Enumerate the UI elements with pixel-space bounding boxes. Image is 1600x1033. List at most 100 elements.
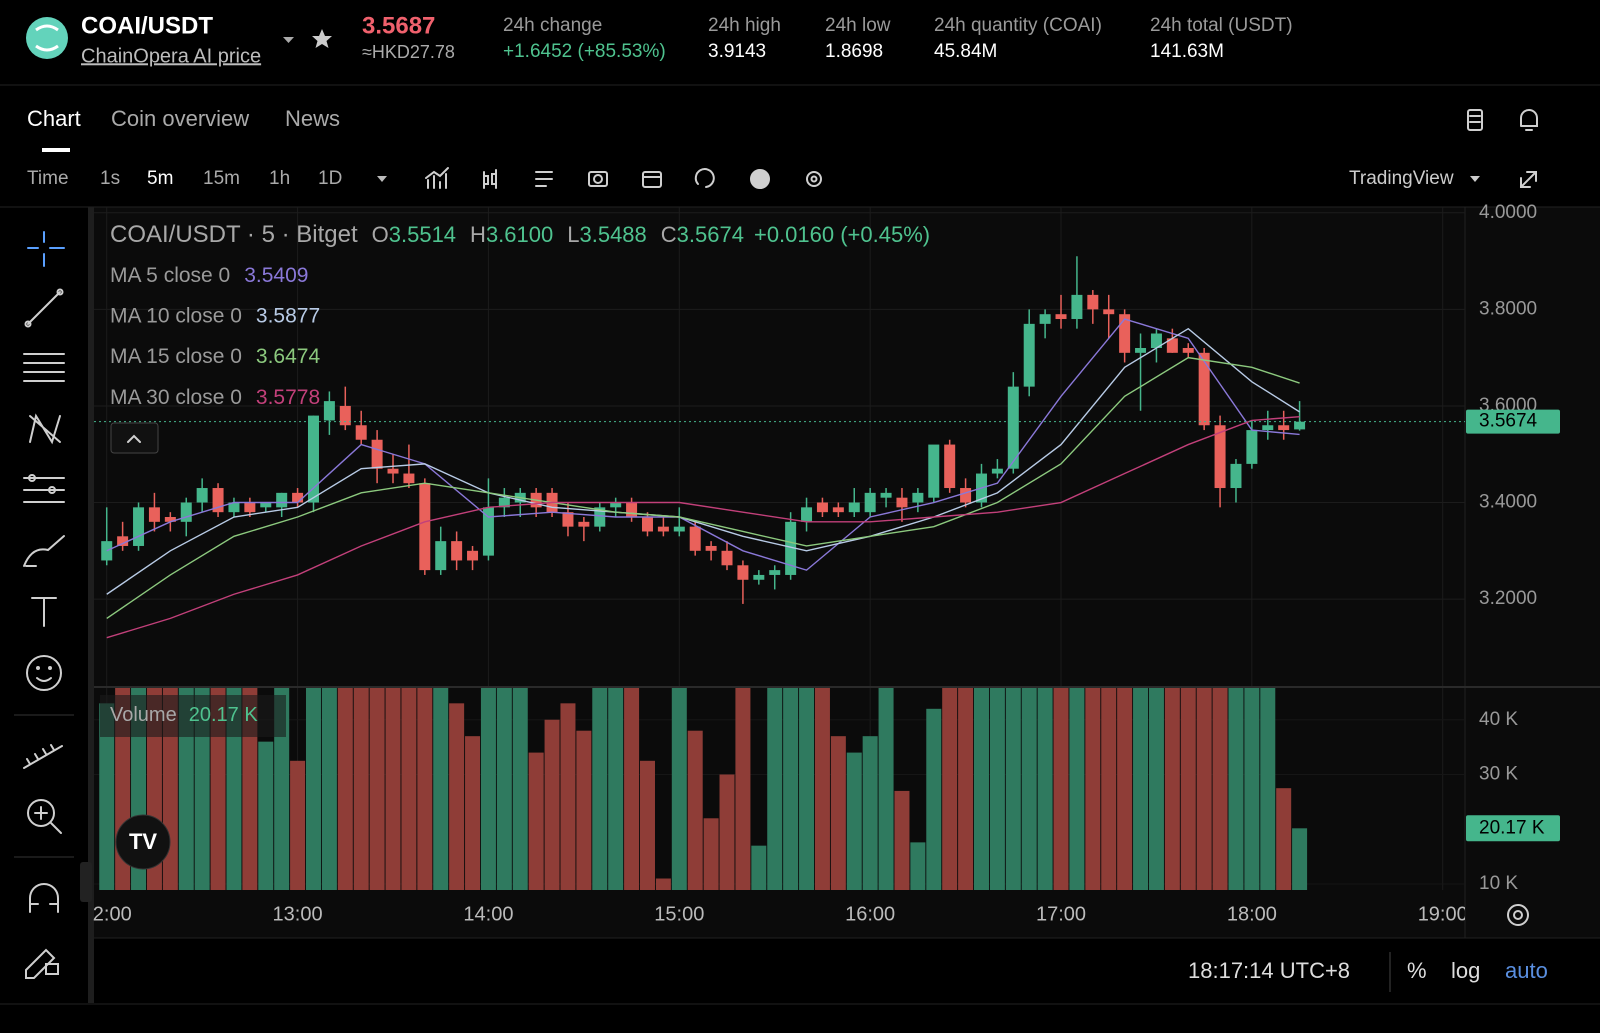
volume-bar: [337, 688, 353, 890]
x-tick-label: 18:00: [1227, 903, 1277, 925]
toolbar-icons[interactable]: [425, 109, 1538, 189]
interval[interactable]: 1D: [318, 168, 342, 189]
ohlc-label: H: [470, 222, 486, 247]
toolbar-border: [88, 207, 94, 1003]
candle-body: [355, 425, 367, 440]
volume-bar: [735, 688, 751, 890]
candle-body: [228, 502, 240, 513]
volume-bar: [385, 688, 401, 890]
favorite-star[interactable]: [312, 29, 332, 48]
drawing-tools[interactable]: [23, 231, 65, 979]
candle-body: [435, 541, 447, 571]
volume-bar: [958, 688, 974, 890]
volume-bar: [878, 688, 894, 890]
candle-body: [339, 405, 351, 426]
volume-bar: [480, 688, 496, 890]
ohlc-label: O: [372, 222, 389, 247]
volume-tick-label: 30 K: [1479, 764, 1518, 785]
interval-dropdown[interactable]: [377, 176, 387, 182]
tab[interactable]: Chart: [27, 106, 81, 131]
interval[interactable]: Time: [27, 168, 69, 189]
tab[interactable]: News: [285, 106, 340, 131]
chart-provider[interactable]: TradingView: [1349, 168, 1454, 189]
ma-value: 3.5778: [256, 385, 320, 408]
ma-name: MA 5 close 0: [110, 264, 230, 287]
stat-label: 24h high: [708, 15, 781, 36]
volume-bar: [576, 730, 592, 890]
interval[interactable]: 1s: [100, 168, 120, 189]
candle-body: [832, 507, 844, 513]
candle-body: [1246, 430, 1258, 464]
candle-body: [880, 492, 892, 498]
candle-body: [196, 488, 208, 503]
volume-value: 20.17 K: [189, 704, 259, 726]
interval[interactable]: 5m: [147, 168, 173, 189]
coin-name[interactable]: ChainOpera AI price: [81, 45, 261, 67]
provider-dropdown[interactable]: [1470, 176, 1480, 182]
pair-dropdown[interactable]: [283, 37, 294, 43]
volume-bar: [1260, 688, 1276, 890]
candle-body: [387, 468, 399, 474]
volume-bar: [1180, 688, 1196, 890]
last-price: 3.5687: [362, 12, 435, 39]
candle-body: [292, 492, 304, 503]
log-toggle[interactable]: log: [1451, 958, 1480, 983]
candle-body: [1166, 338, 1178, 353]
candle-body: [403, 473, 415, 484]
volume-bar: [671, 688, 687, 890]
stats: 24h change +1.6452 (+85.53%) 24h high 3.914…: [503, 15, 1293, 62]
candle-body: [1150, 333, 1162, 348]
candle-body: [276, 492, 288, 508]
volume-bar: [1053, 688, 1069, 890]
volume-bar: [417, 688, 433, 890]
y-tick-label: 4.0000: [1479, 202, 1537, 223]
volume-bar: [210, 688, 226, 890]
volume-bar: [433, 688, 449, 890]
toolbar-collapse[interactable]: [80, 862, 92, 902]
candle-body: [1214, 425, 1226, 489]
auto-toggle[interactable]: auto: [1505, 958, 1548, 983]
interval[interactable]: 15m: [203, 168, 240, 189]
interval[interactable]: 1h: [269, 168, 290, 189]
candle-body: [180, 502, 192, 522]
candle-body: [1007, 386, 1019, 469]
candle-body: [912, 492, 924, 503]
ohlc-change: +0.0160 (+0.45%): [754, 222, 930, 247]
ma-legend-row: MA 5 close 0 3.5409: [110, 264, 308, 287]
candle-body: [482, 507, 494, 556]
time-axis: 12:00 13:00 14:00 15:00 16:00 17:00 18:00 19:00: [92, 903, 1465, 925]
candle-body: [753, 574, 765, 580]
candle-body: [148, 507, 160, 522]
ma-name: MA 10 close 0: [110, 304, 242, 327]
volume-name: Volume: [110, 704, 177, 726]
stat-value: 141.63M: [1150, 41, 1224, 62]
volume-bar: [305, 688, 321, 890]
volume-bar: [783, 688, 799, 890]
stat-value: 45.84M: [934, 41, 997, 62]
volume-pane: [99, 688, 1308, 890]
candle-body: [594, 507, 606, 527]
volume-bar: [465, 736, 481, 890]
volume-bar: [624, 688, 640, 890]
ma-value: 3.5877: [256, 304, 320, 327]
volume-bar: [290, 760, 306, 890]
chart-title: COAI/USDT · 5 · Bitget: [110, 221, 358, 248]
volume-bar: [401, 688, 417, 890]
axis-settings[interactable]: [1507, 904, 1529, 926]
volume-bar: [1292, 828, 1308, 890]
tv-logo[interactable]: [115, 814, 171, 870]
price-pane: [94, 256, 1465, 639]
volume-bar: [830, 736, 846, 890]
volume-bar: [321, 688, 337, 890]
percent-toggle[interactable]: %: [1407, 958, 1427, 983]
legend-collapse[interactable]: [110, 422, 159, 454]
tab[interactable]: Coin overview: [111, 106, 249, 131]
candle-body: [816, 502, 828, 513]
ma-legend-row: MA 15 close 0 3.6474: [110, 345, 320, 368]
candle-body: [467, 550, 479, 561]
candle-body: [864, 492, 876, 513]
ohlc-value: 3.5674: [677, 222, 744, 247]
stat-label: 24h change: [503, 15, 602, 36]
candle-body: [705, 545, 717, 551]
